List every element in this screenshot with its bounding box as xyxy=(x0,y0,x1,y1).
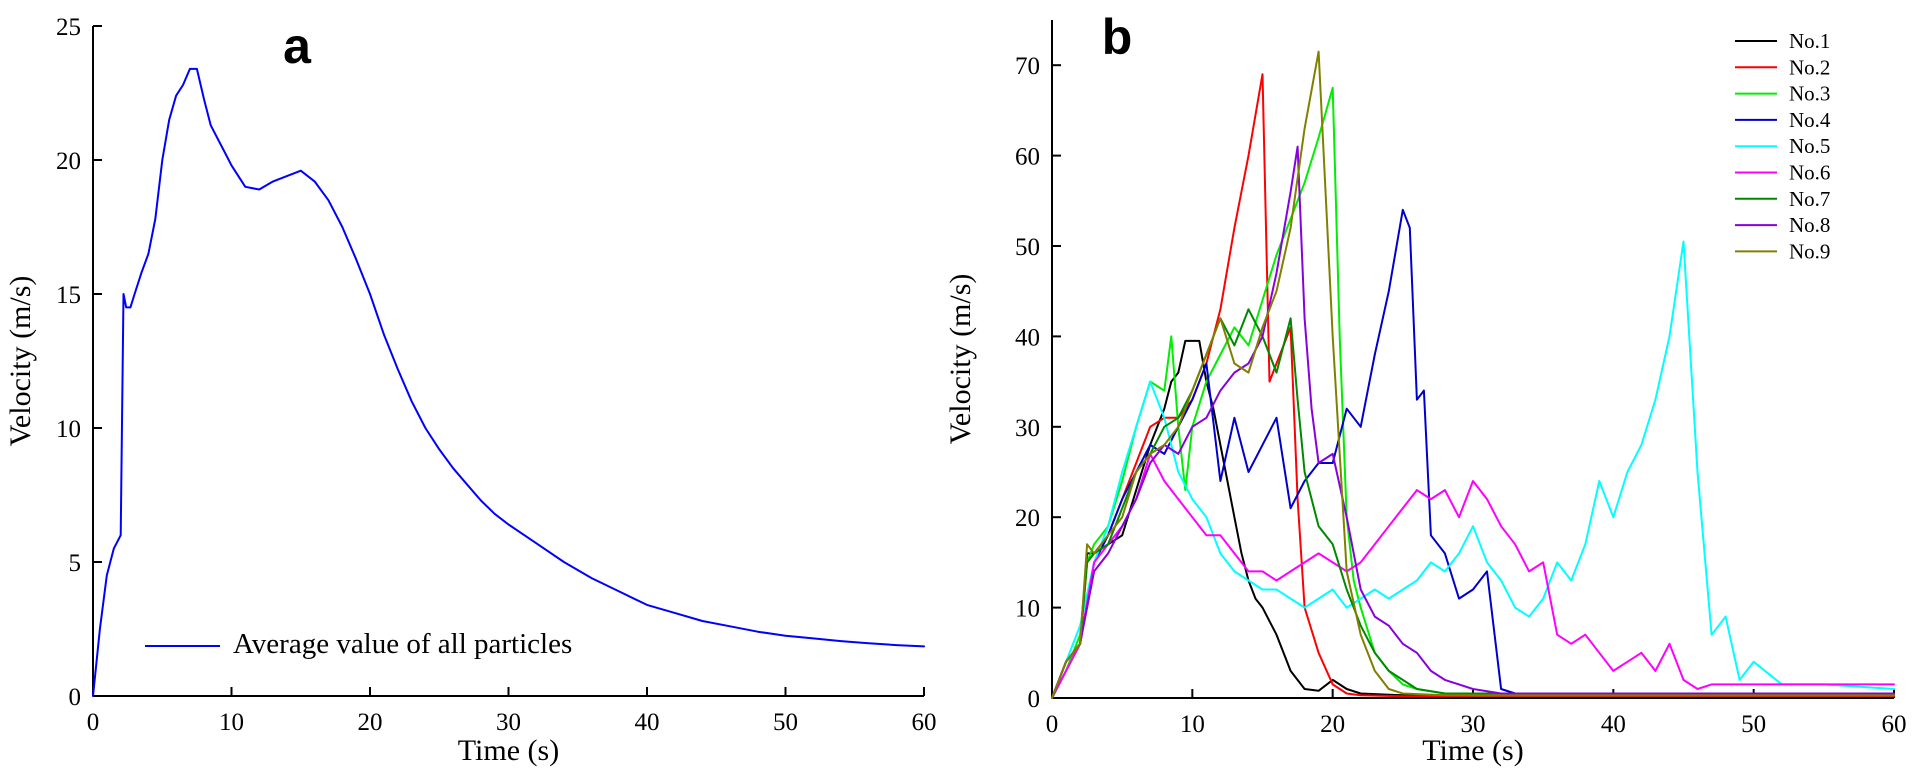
panel-a-x-tick-label: 30 xyxy=(496,709,521,736)
panel-a-x-tick-label: 40 xyxy=(635,709,660,736)
panel-b-chart: 0 10 20 30 40 50 60 0 10 20 30 40 50 60 70 Time (s) Velo… xyxy=(944,9,1907,767)
panel-b-legend-label: No.2 xyxy=(1789,55,1830,79)
panel-b-y-tick-label: 10 xyxy=(1015,596,1040,623)
panel-b-series-line-6 xyxy=(1051,452,1895,699)
panel-a-x-axis-title: Time (s) xyxy=(458,734,559,767)
panel-b-series-line-4 xyxy=(1051,208,1895,699)
panel-b-letter: b xyxy=(1102,9,1133,65)
panel-b-series-line-7 xyxy=(1051,308,1895,699)
panel-b-x-tick-label: 60 xyxy=(1882,711,1907,738)
panel-b-legend-label: No.9 xyxy=(1789,239,1830,263)
panel-b-series-line-8 xyxy=(1051,145,1895,699)
panel-a-letter: a xyxy=(283,18,312,74)
panel-b-legend-label: No.3 xyxy=(1789,82,1830,106)
panel-b-y-tick-label: 70 xyxy=(1015,53,1040,80)
panel-b-series-line-3 xyxy=(1051,86,1895,699)
panel-b-series-line-1 xyxy=(1051,339,1895,699)
panel-a-legend: Average value of all particles xyxy=(145,628,572,660)
panel-b-series-line-9 xyxy=(1051,50,1895,699)
panel-a-chart: 0 10 20 30 40 50 60 0 5 10 15 20 25 Time (s) Velocity … xyxy=(4,14,937,767)
panel-b-y-tick-label: 60 xyxy=(1015,144,1040,171)
panel-b-y-tick-label: 20 xyxy=(1015,505,1040,532)
panel-b-legend-label: No.7 xyxy=(1789,187,1830,211)
panel-b-y-tick-label: 30 xyxy=(1015,415,1040,442)
panel-b-legend: No.1No.2 No.3No.4No.5 No.6No.7No.8No.9 xyxy=(1735,29,1831,263)
panel-a-y-tick-label: 10 xyxy=(56,416,81,443)
panel-b-y-tick-label: 40 xyxy=(1015,324,1040,351)
panel-b-x-tick-label: 50 xyxy=(1741,711,1766,738)
panel-b-y-axis-title: Velocity (m/s) xyxy=(944,274,977,445)
panel-b-series-line-2 xyxy=(1051,73,1895,699)
panel-a-legend-label: Average value of all particles xyxy=(233,628,572,660)
panel-a-y-tick-label: 25 xyxy=(56,14,81,41)
panel-b-legend-label: No.5 xyxy=(1789,134,1830,158)
panel-b-x-tick-label: 40 xyxy=(1601,711,1626,738)
panel-b-series-line-5 xyxy=(1051,240,1895,699)
panel-b-x-axis-title: Time (s) xyxy=(1422,734,1523,767)
panel-b-x-tick-label: 0 xyxy=(1046,711,1059,738)
panel-b-legend-label: No.1 xyxy=(1789,29,1830,53)
panel-b-x-tick-label: 20 xyxy=(1320,711,1345,738)
panel-a-x-tick-label: 20 xyxy=(358,709,383,736)
panel-b-legend-label: No.8 xyxy=(1789,213,1830,237)
panel-b-x-tick-label: 10 xyxy=(1180,711,1205,738)
panel-b-legend-label: No.6 xyxy=(1789,161,1830,185)
panel-a-y-tick-label: 5 xyxy=(69,550,82,577)
panel-b-y-tick-label: 50 xyxy=(1015,234,1040,261)
panel-b-x-tick-label: 30 xyxy=(1461,711,1486,738)
panel-a-x-tick-label: 60 xyxy=(912,709,937,736)
panel-b-y-tick-label: 0 xyxy=(1028,686,1041,713)
panel-a-y-tick-label: 20 xyxy=(56,148,81,175)
panel-b-legend-label: No.4 xyxy=(1789,108,1831,132)
panel-a-y-tick-label: 15 xyxy=(56,282,81,309)
panel-a-x-tick-label: 10 xyxy=(219,709,244,736)
panel-a-y-tick-label: 0 xyxy=(69,684,82,711)
panel-a-x-tick-label: 0 xyxy=(87,709,100,736)
panel-a-series-line-1 xyxy=(92,67,925,697)
panel-a-x-tick-label: 50 xyxy=(773,709,798,736)
panel-a-y-axis-title: Velocity (m/s) xyxy=(4,276,37,447)
